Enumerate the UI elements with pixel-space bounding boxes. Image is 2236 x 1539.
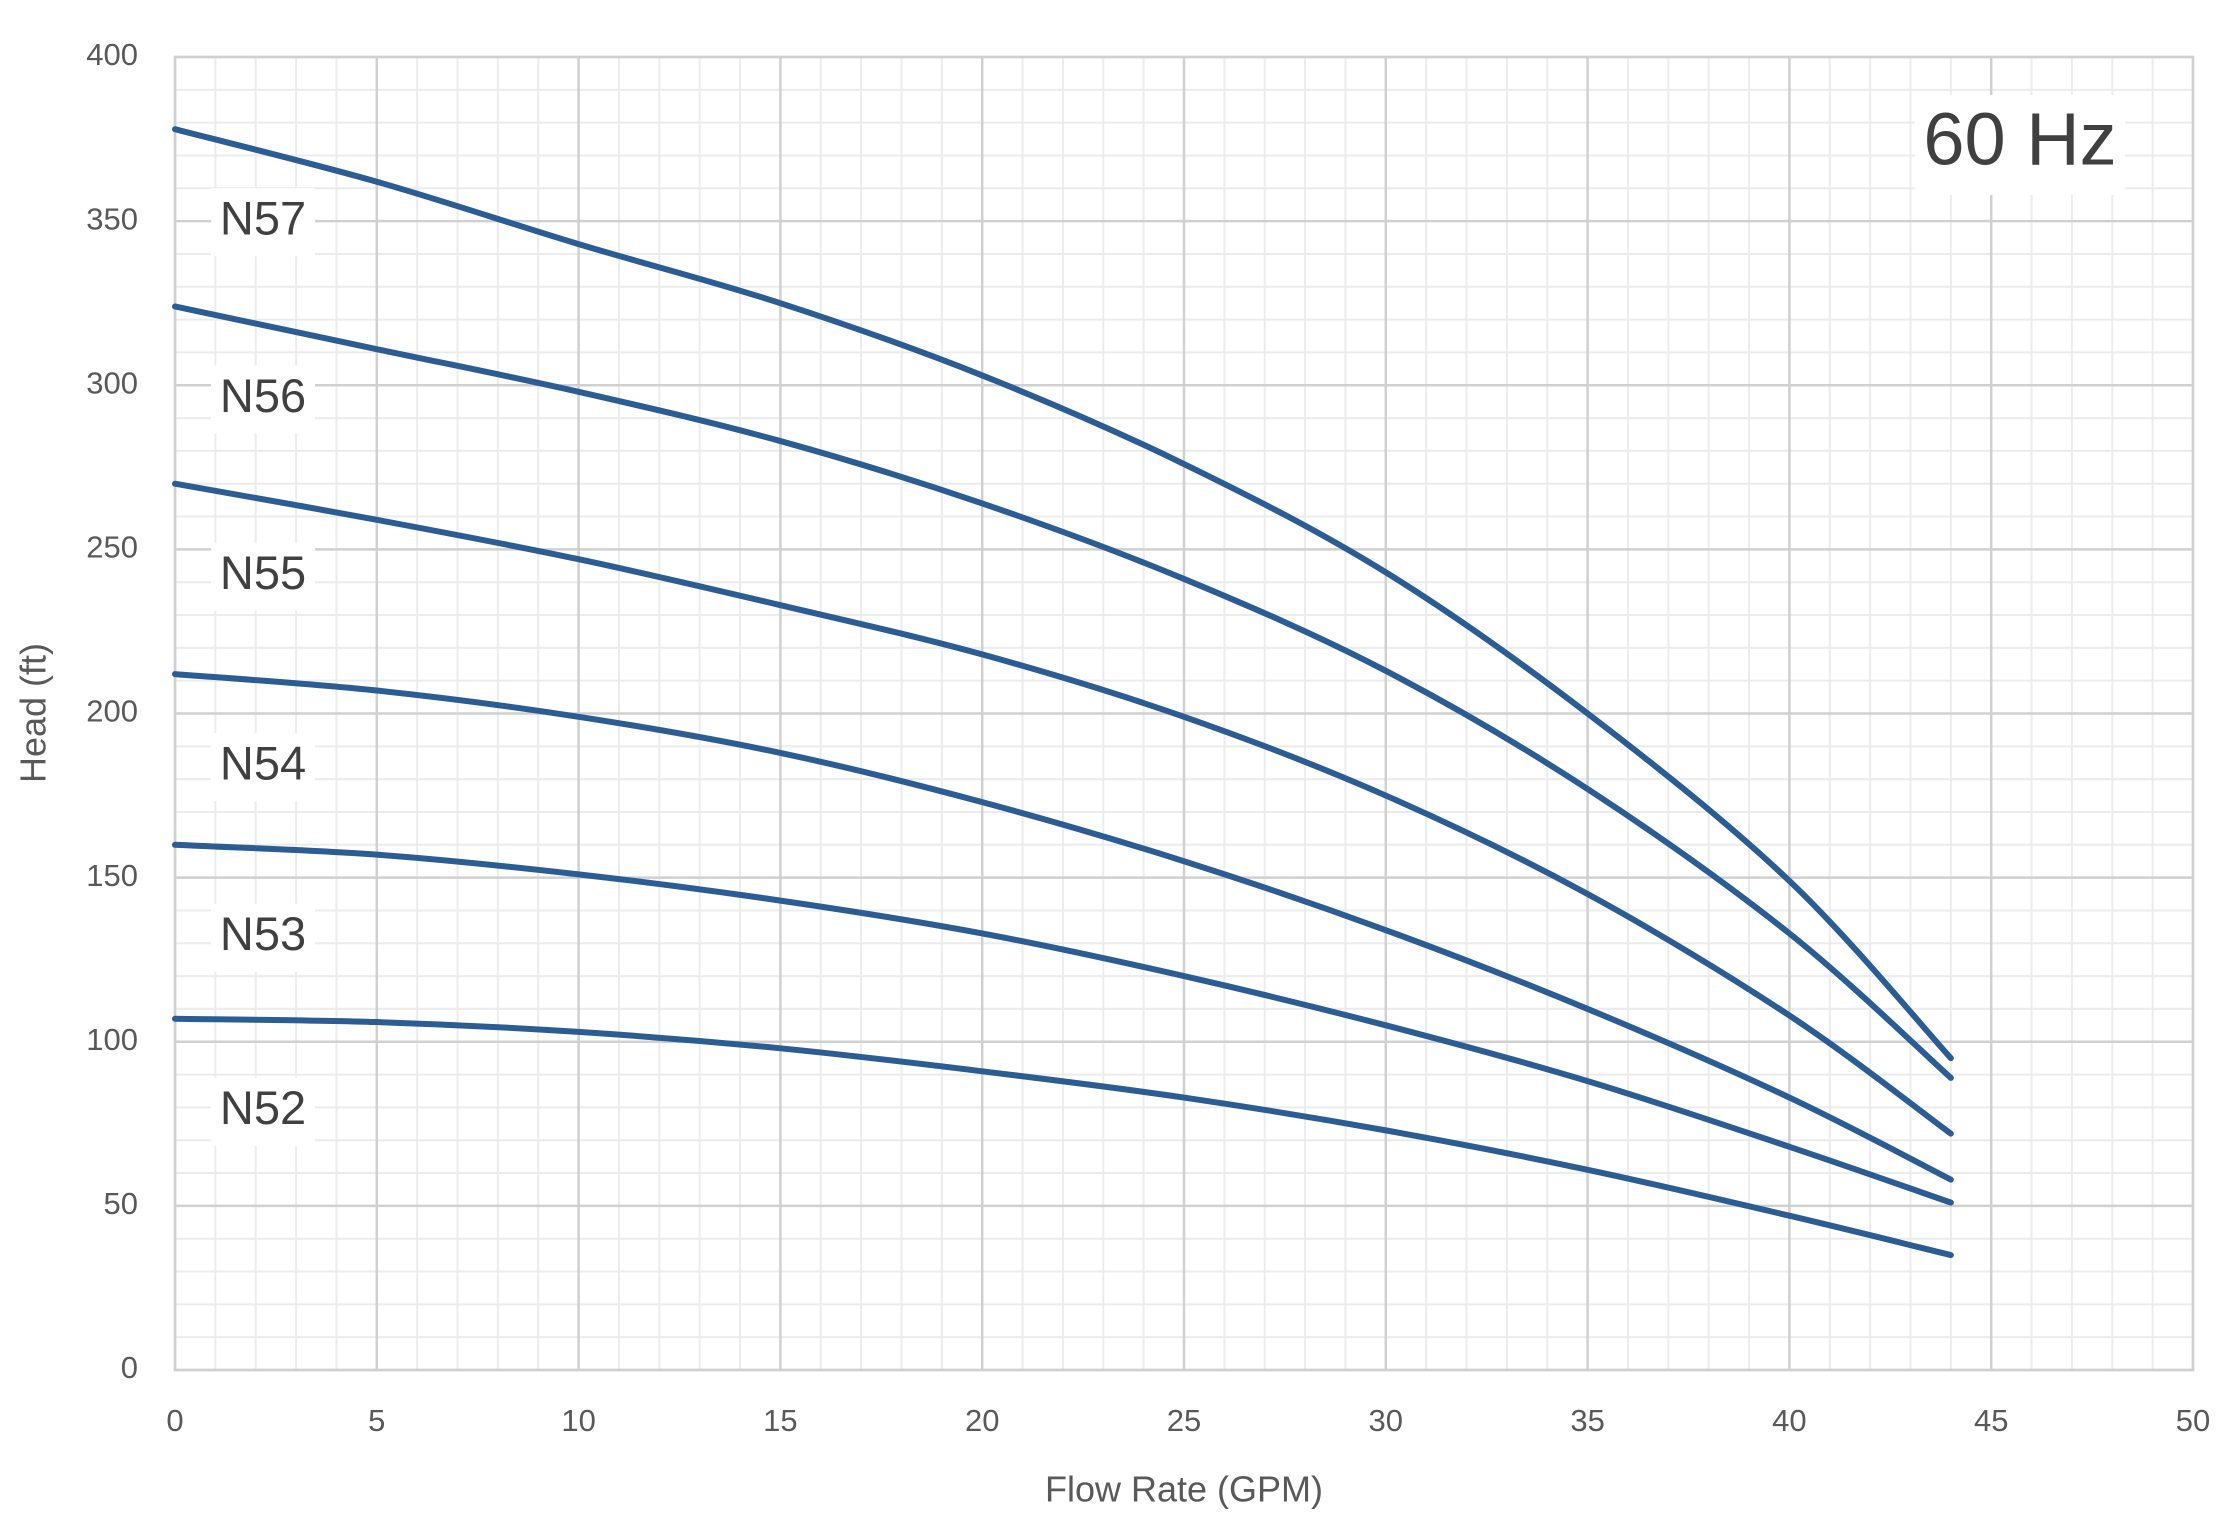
x-tick-label: 5 <box>368 1403 385 1438</box>
label-background <box>211 365 315 434</box>
y-tick-label: 100 <box>86 1022 138 1057</box>
curve-label: N56 <box>220 369 306 422</box>
plot-border <box>173 55 2195 1372</box>
x-tick-label: 35 <box>1570 1403 1604 1438</box>
x-tick-label: 40 <box>1772 1403 1806 1438</box>
x-tick-label: 25 <box>1167 1403 1201 1438</box>
y-tick-label: 250 <box>86 530 138 565</box>
curve-label: N57 <box>220 192 306 245</box>
y-tick-label: 50 <box>104 1186 138 1221</box>
y-tick-label: 400 <box>86 37 138 72</box>
label-background <box>211 903 315 972</box>
x-tick-label: 50 <box>2176 1403 2210 1438</box>
x-tick-label: 15 <box>763 1403 797 1438</box>
y-axis-title: Head (ft) <box>13 643 54 783</box>
label-background <box>211 733 315 802</box>
x-axis-title: Flow Rate (GPM) <box>1045 1469 1323 1510</box>
plot-content: 0 5 10 15 20 25 30 35 40 45 50 0 50 100 150 200 250 300 35… <box>86 37 2210 1438</box>
curve-label: N53 <box>220 907 306 960</box>
curve-label: N54 <box>220 737 306 790</box>
curve <box>172 303 1954 1081</box>
curve-label: N55 <box>220 546 306 599</box>
y-tick-label: 150 <box>86 858 138 893</box>
label-background <box>211 542 315 611</box>
annotation-background <box>1915 95 2125 195</box>
x-tick-label: 45 <box>1974 1403 2008 1438</box>
y-tick-label: 300 <box>86 365 138 400</box>
x-tick-label: 10 <box>561 1403 595 1438</box>
x-tick-label: 30 <box>1369 1403 1403 1438</box>
y-tick-label: 0 <box>121 1350 138 1385</box>
x-tick-label: 20 <box>965 1403 999 1438</box>
label-background <box>211 188 315 257</box>
y-tick-label: 350 <box>86 201 138 236</box>
curve <box>172 1015 1954 1259</box>
curve-label: N52 <box>220 1081 306 1134</box>
label-background <box>211 1077 315 1146</box>
x-tick-label: 0 <box>166 1403 183 1438</box>
curve <box>172 841 1954 1206</box>
y-tick-label: 200 <box>86 694 138 729</box>
curve <box>172 126 1954 1062</box>
grid <box>173 55 2195 1372</box>
annotation: 60 Hz <box>1923 98 2116 181</box>
curve <box>172 671 1954 1183</box>
curve <box>172 480 1954 1137</box>
